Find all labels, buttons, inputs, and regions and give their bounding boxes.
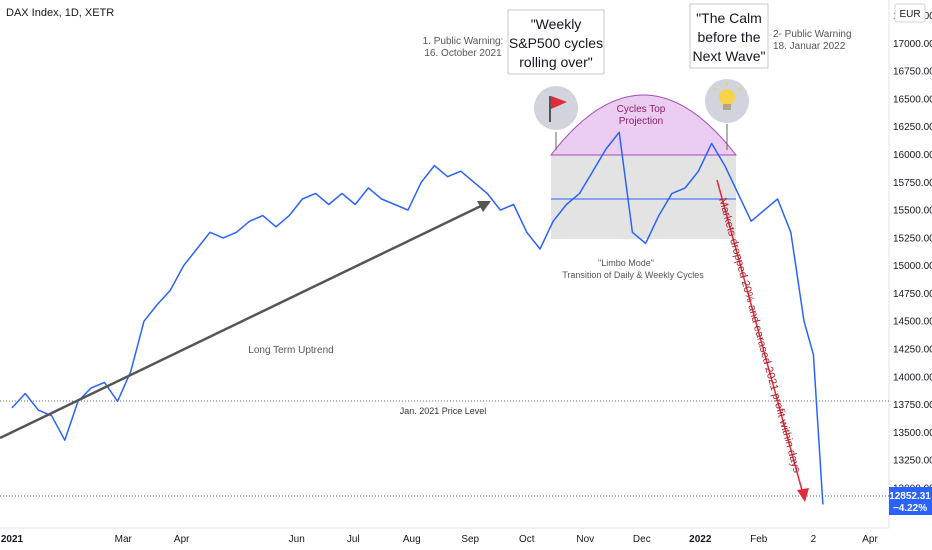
- warning2-label-2: 18. Januar 2022: [773, 41, 846, 52]
- y-tick-label: 15750.00: [893, 178, 932, 189]
- y-tick-label: 14750.00: [893, 289, 932, 300]
- weekly-callout-2: S&P500 cycles: [509, 35, 603, 51]
- cycles-top-label-2: Projection: [619, 116, 663, 127]
- x-tick-label: Sep: [461, 534, 479, 545]
- x-tick-label: Oct: [519, 534, 535, 545]
- limbo-mode-box: [551, 155, 736, 239]
- x-tick-label: Nov: [576, 534, 594, 545]
- y-tick-label: 16750.00: [893, 67, 932, 78]
- weekly-callout-1: "Weekly: [531, 16, 582, 32]
- x-tick-label: Apr: [174, 534, 190, 545]
- drop-arrowhead: [797, 488, 809, 502]
- y-tick-label: 13500.00: [893, 428, 932, 439]
- currency-label: EUR: [899, 9, 920, 20]
- warning2-label-1: 2- Public Warning: [773, 29, 852, 40]
- warning1-label-1: 1. Public Warning:: [423, 36, 504, 47]
- jan-2021-level-label: Jan. 2021 Price Level: [400, 406, 487, 416]
- y-tick-label: 15000.00: [893, 261, 932, 272]
- calm-callout-3: Next Wave": [693, 48, 766, 64]
- limbo-label-1: "Limbo Mode": [598, 258, 654, 268]
- y-tick-label: 13750.00: [893, 400, 932, 411]
- x-tick-labels: 2021 Mar Apr Jun Jul Aug Sep Oct Nov Dec 2022 Feb 2 A…: [1, 534, 879, 545]
- weekly-callout-3: rolling over": [519, 54, 592, 70]
- drop-label: Markets dropped 20% and earased 2021 pro…: [716, 197, 803, 475]
- cycles-top-projection: [549, 94, 738, 156]
- y-tick-label: 14500.00: [893, 317, 932, 328]
- calm-callout-2: before the: [697, 29, 760, 45]
- last-price-badge: [889, 487, 932, 515]
- y-tick-label: 14250.00: [893, 345, 932, 356]
- light-bulb-icon: [705, 79, 749, 123]
- limbo-label-2: Transition of Daily & Weekly Cycles: [562, 270, 704, 280]
- y-tick-label: 13250.00: [893, 456, 932, 467]
- y-tick-label: 15250.00: [893, 233, 932, 244]
- y-tick-labels: 17250.0017000.0016750.0016500.0016250.00…: [893, 11, 932, 494]
- warning1-label-2: 16. October 2021: [424, 48, 502, 59]
- x-tick-label: Feb: [750, 534, 768, 545]
- cycles-top-label-1: Cycles Top: [617, 104, 666, 115]
- y-tick-label: 17000.00: [893, 39, 932, 50]
- weekly-callout-box: [507, 9, 605, 75]
- drop-arrow: [716, 179, 804, 495]
- x-tick-label: 2021: [1, 534, 24, 545]
- last-price-value: 12852.31: [889, 491, 931, 502]
- currency-badge[interactable]: [894, 3, 926, 23]
- x-tick-label: 2: [811, 534, 817, 545]
- y-tick-label: 14000.00: [893, 372, 932, 383]
- chart-title: DAX Index, 1D, XETR: [6, 7, 114, 19]
- last-price-change: −4.22%: [893, 503, 927, 514]
- x-tick-label: Dec: [633, 534, 651, 545]
- uptrend-arrowhead: [477, 201, 491, 212]
- y-tick-label: 15500.00: [893, 206, 932, 217]
- uptrend-arrow: [0, 203, 484, 440]
- x-tick-label: Apr: [862, 534, 878, 545]
- x-tick-label: 2022: [689, 534, 712, 545]
- calm-callout-1: "The Calm: [696, 10, 762, 26]
- y-tick-label: 16500.00: [893, 94, 932, 105]
- dax-price-line: [11, 131, 824, 505]
- y-tick-label: 16000.00: [893, 150, 932, 161]
- x-tick-label: Jul: [347, 534, 360, 545]
- red-flag-icon: [534, 86, 578, 130]
- y-tick-label: 16250.00: [893, 122, 932, 133]
- x-tick-label: Mar: [115, 534, 133, 545]
- uptrend-label: Long Term Uptrend: [248, 345, 333, 356]
- calm-callout-box: [689, 3, 769, 69]
- x-tick-label: Aug: [403, 534, 421, 545]
- x-tick-label: Jun: [289, 534, 305, 545]
